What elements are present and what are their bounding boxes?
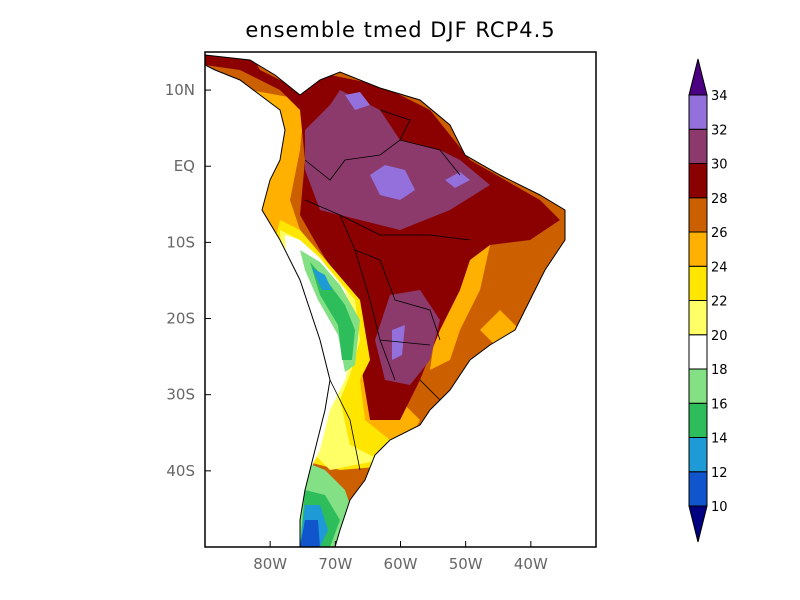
colorbar-swatch bbox=[688, 368, 708, 404]
colorbar-label: 14 bbox=[711, 432, 728, 447]
colorbar-label: 30 bbox=[711, 158, 728, 173]
colorbar-swatch bbox=[688, 163, 708, 199]
lat-tick-label: 10S bbox=[166, 233, 195, 251]
colorbar-swatch bbox=[688, 94, 708, 130]
lat-tick-label: 30S bbox=[166, 386, 195, 404]
colorbar[interactable]: 10 12 14 16 18 20 22 24 26 28 30 32 34 bbox=[688, 58, 728, 543]
map-area bbox=[205, 54, 566, 547]
colorbar-swatch bbox=[688, 197, 708, 233]
lon-tick-label: 70W bbox=[318, 555, 352, 573]
colorbar-swatch bbox=[688, 231, 708, 267]
colorbar-swatch bbox=[688, 402, 708, 438]
plot-title: ensemble tmed DJF RCP4.5 bbox=[245, 18, 556, 42]
colorbar-swatch bbox=[688, 128, 708, 164]
colorbar-label: 34 bbox=[711, 89, 728, 104]
colorbar-label: 28 bbox=[711, 192, 728, 207]
colorbar-label: 24 bbox=[711, 260, 728, 275]
colorbar-swatch bbox=[688, 471, 708, 507]
lon-tick-label: 50W bbox=[449, 555, 483, 573]
lon-tick-label: 40W bbox=[514, 555, 548, 573]
contour-10-12 bbox=[300, 520, 320, 547]
colorbar-swatch bbox=[688, 437, 708, 473]
colorbar-swatch bbox=[688, 334, 708, 370]
colorbar-swatch bbox=[688, 300, 708, 336]
lon-tick-label: 60W bbox=[384, 555, 418, 573]
colorbar-label: 22 bbox=[711, 295, 728, 310]
lat-tick-label: 10N bbox=[165, 81, 195, 99]
temperature-contours bbox=[205, 55, 565, 547]
contour-14-16 bbox=[300, 262, 355, 547]
colorbar-under-triangle bbox=[688, 505, 708, 543]
colorbar-label: 20 bbox=[711, 329, 728, 344]
colorbar-label: 18 bbox=[711, 363, 728, 378]
lat-tick-label: 40S bbox=[166, 462, 195, 480]
country-borders bbox=[304, 109, 471, 471]
colorbar-over-triangle bbox=[688, 58, 708, 96]
lat-tick-label: 20S bbox=[166, 310, 195, 328]
colorbar-label: 10 bbox=[711, 500, 728, 515]
colorbar-label: 32 bbox=[711, 123, 728, 138]
colorbar-label: 26 bbox=[711, 226, 728, 241]
colorbar-swatch bbox=[688, 265, 708, 301]
colorbar-label: 12 bbox=[711, 466, 728, 481]
colorbar-label: 16 bbox=[711, 397, 728, 412]
lon-tick-label: 80W bbox=[253, 555, 287, 573]
contour-30-32 bbox=[305, 90, 490, 385]
axis-ticks: 10N EQ 10S 20S 30S 40S 80W 70W 60W 50W 40W bbox=[165, 81, 548, 573]
lat-tick-label: EQ bbox=[174, 157, 195, 175]
contour-28-30 bbox=[205, 55, 560, 420]
